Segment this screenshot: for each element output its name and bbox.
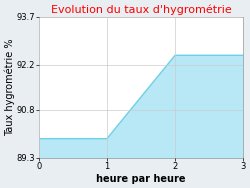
X-axis label: heure par heure: heure par heure — [96, 174, 186, 184]
Title: Evolution du taux d'hygrométrie: Evolution du taux d'hygrométrie — [50, 4, 231, 15]
Y-axis label: Taux hygrométrie %: Taux hygrométrie % — [4, 39, 15, 136]
